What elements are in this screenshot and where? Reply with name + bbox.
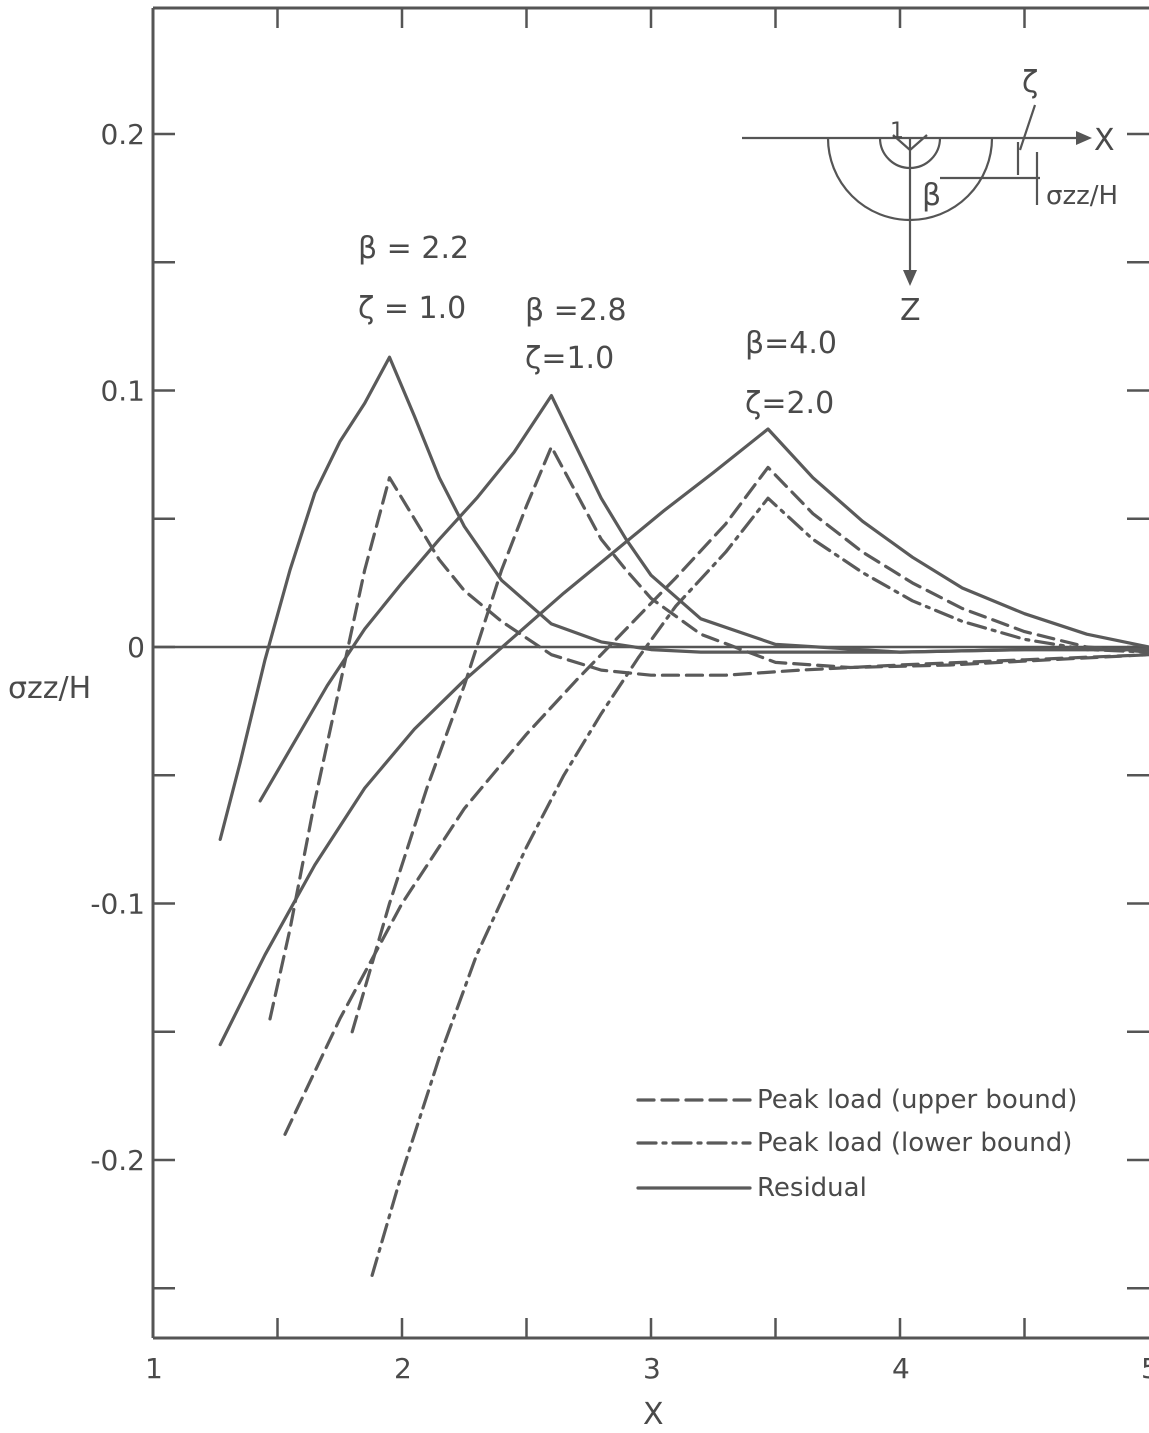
inset-x-arrow-icon — [1076, 131, 1092, 145]
series-line-dashdot — [370, 496, 1149, 1277]
x-axis-label: X — [643, 1397, 664, 1432]
annotation-zeta: ζ=1.0 — [525, 341, 614, 376]
axes — [151, 6, 1149, 1340]
series-line-dashed — [283, 465, 1149, 1136]
inset-label-beta: β — [922, 178, 941, 213]
inset-label-stress: σzz/H — [1046, 181, 1118, 211]
annotation-beta: β = 2.2 — [358, 231, 469, 266]
x-tick-label: 3 — [643, 1352, 661, 1385]
x-tick-label: 2 — [394, 1352, 412, 1385]
inset-inner-semicircle — [878, 137, 942, 170]
y-tick-label: 0.2 — [100, 118, 145, 151]
x-tick-label: 4 — [892, 1352, 910, 1385]
inset-radius-line — [892, 134, 911, 151]
legend-label: Residual — [757, 1173, 867, 1203]
series-line-solid — [218, 355, 1149, 841]
inset-diagram: X Z ζ β 1 σzz/H — [742, 65, 1118, 328]
annotation-beta: β =2.8 — [525, 293, 627, 328]
legend-label: Peak load (lower bound) — [757, 1128, 1072, 1158]
inset-label-x: X — [1094, 123, 1115, 158]
series-line-dashed — [268, 476, 1149, 1021]
series-line-solid — [218, 427, 1149, 1047]
y-axis-label: σzz/H — [8, 671, 91, 706]
series-line-solid — [258, 394, 1149, 803]
inset-label-zeta: ζ — [1022, 65, 1038, 100]
inset-z-arrow-icon — [903, 270, 917, 286]
inset-label-one: 1 — [890, 119, 904, 144]
inset-radius-line-2 — [909, 134, 928, 151]
inset-outer-semicircle — [826, 137, 994, 222]
y-tick-label: 0 — [127, 631, 145, 664]
annotation-beta: β=4.0 — [745, 326, 837, 361]
inset-zeta-leader — [1018, 104, 1037, 151]
y-tick-label: 0.1 — [100, 375, 145, 408]
annotation-zeta: ζ=2.0 — [745, 386, 834, 421]
inset-label-z: Z — [900, 293, 921, 328]
series-line-dashed — [350, 445, 1149, 1034]
x-tick-label: 5 — [1141, 1352, 1149, 1385]
y-tick-label: -0.1 — [90, 888, 145, 921]
annotation-zeta: ζ = 1.0 — [358, 291, 466, 326]
curves — [218, 355, 1149, 1277]
y-tick-label: -0.2 — [90, 1144, 145, 1177]
x-tick-label: 1 — [145, 1352, 163, 1385]
legend-label: Peak load (upper bound) — [757, 1085, 1077, 1115]
